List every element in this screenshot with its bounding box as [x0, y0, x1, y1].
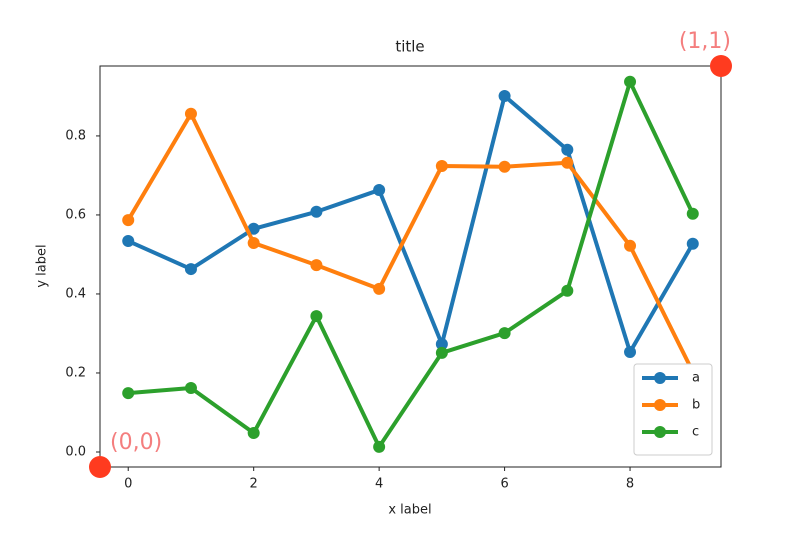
point [373, 184, 386, 197]
x-axis-label: x label [388, 503, 431, 518]
y-tick-label: 0.0 [65, 444, 86, 459]
x-tick-label: 8 [626, 477, 634, 492]
legend-marker [654, 399, 666, 411]
point [247, 427, 260, 440]
y-axis-label: y label [35, 244, 50, 287]
chart-title: title [395, 38, 424, 56]
point [435, 338, 448, 351]
point [498, 327, 511, 340]
point [247, 222, 260, 235]
annotation-label: (1,1) [679, 29, 731, 54]
plot-frame [99, 65, 722, 468]
point [498, 160, 511, 173]
point [122, 214, 135, 227]
y-tick-label: 0.2 [65, 365, 86, 380]
point [435, 346, 448, 359]
point [498, 90, 511, 103]
point [373, 440, 386, 453]
point [184, 263, 197, 276]
annotation-label: (0,0) [110, 430, 162, 455]
x-tick-label: 6 [500, 477, 508, 492]
point [310, 205, 323, 218]
annotation-dot [89, 456, 111, 478]
legend-label: b [692, 398, 700, 413]
point [184, 381, 197, 394]
legend-label: c [692, 425, 699, 440]
point [435, 159, 448, 172]
y-tick-label: 0.6 [65, 207, 86, 222]
point [373, 282, 386, 295]
legend-marker [654, 426, 666, 438]
y-tick-label: 0.4 [65, 286, 86, 301]
legend-label: a [692, 371, 700, 386]
series-line [126, 111, 695, 373]
point [247, 236, 260, 249]
point [624, 346, 637, 359]
annotation-dot [710, 55, 732, 77]
x-tick-label: 2 [250, 477, 258, 492]
x-tick-label: 4 [375, 477, 383, 492]
point [561, 284, 574, 297]
point [310, 259, 323, 272]
point [122, 235, 135, 248]
series-line [128, 79, 695, 449]
x-tick-label: 0 [124, 477, 132, 492]
point [310, 310, 323, 323]
point [686, 237, 699, 250]
point [686, 207, 699, 220]
point [561, 143, 574, 156]
point [184, 107, 197, 120]
legend-marker [654, 372, 666, 384]
point [624, 75, 637, 88]
point [122, 387, 135, 400]
y-tick-label: 0.8 [65, 128, 86, 143]
point [624, 239, 637, 252]
series-line [127, 94, 695, 355]
point [561, 156, 574, 169]
